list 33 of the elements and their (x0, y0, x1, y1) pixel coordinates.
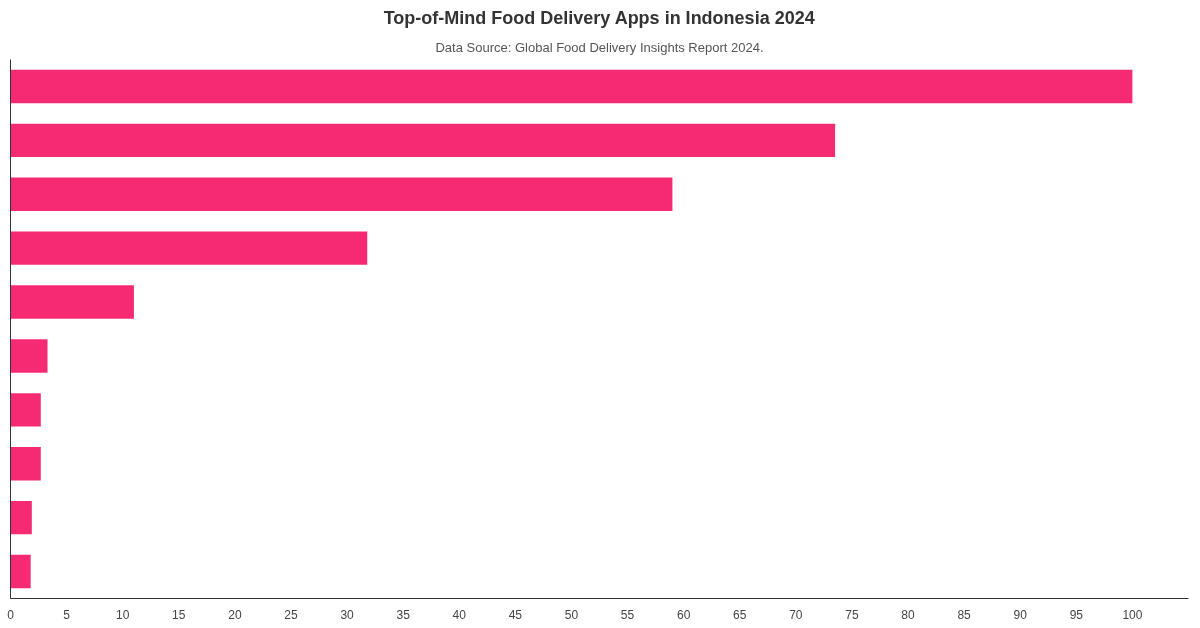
x-tick-label: 60 (676, 607, 691, 622)
bar (10, 177, 673, 211)
x-tick-label: 25 (284, 607, 298, 622)
x-tick-label: 90 (1013, 607, 1028, 622)
bar (10, 339, 48, 373)
x-tick-label: 20 (228, 607, 242, 622)
x-tick-label: 55 (620, 607, 635, 622)
chart-subtitle: Data Source: Global Food Delivery Insights Report 2024. (435, 39, 764, 55)
x-tick-label: 65 (733, 607, 747, 622)
bar (10, 447, 41, 481)
x-tick-label: 40 (452, 607, 467, 622)
x-tick-label: 75 (845, 607, 859, 622)
x-tick-label: 95 (1069, 607, 1084, 622)
chart-title: Top-of-Mind Food Delivery Apps in Indonesia 2024 (383, 7, 815, 28)
x-tick-label: 30 (340, 607, 355, 622)
x-tick-label: 0 (7, 607, 15, 622)
x-tick-label: 5 (63, 607, 71, 622)
x-tick-label: 45 (508, 607, 523, 622)
bar (10, 231, 368, 265)
bar (10, 69, 1133, 104)
x-tick-label: 100 (1122, 607, 1143, 622)
bar (10, 554, 31, 589)
x-tick-label: 35 (396, 607, 411, 622)
bar (10, 393, 41, 427)
bar (10, 285, 134, 319)
x-tick-label: 85 (957, 607, 972, 622)
x-tick-label: 50 (564, 607, 579, 622)
bar (10, 123, 836, 158)
bar (10, 500, 32, 535)
x-tick-label: 15 (172, 607, 186, 622)
x-tick-label: 70 (789, 607, 803, 622)
x-tick-label: 10 (116, 607, 130, 622)
x-tick-label: 80 (901, 607, 916, 622)
